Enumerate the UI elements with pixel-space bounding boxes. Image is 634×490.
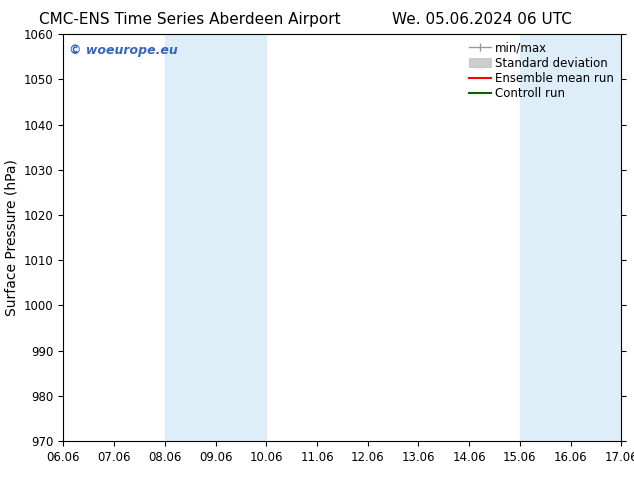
Text: CMC-ENS Time Series Aberdeen Airport: CMC-ENS Time Series Aberdeen Airport <box>39 12 341 27</box>
Text: © woeurope.eu: © woeurope.eu <box>69 45 178 57</box>
Bar <box>520 34 621 441</box>
Bar <box>165 34 266 441</box>
Y-axis label: Surface Pressure (hPa): Surface Pressure (hPa) <box>4 159 18 316</box>
Legend: min/max, Standard deviation, Ensemble mean run, Controll run: min/max, Standard deviation, Ensemble me… <box>466 38 618 104</box>
Text: We. 05.06.2024 06 UTC: We. 05.06.2024 06 UTC <box>392 12 572 27</box>
